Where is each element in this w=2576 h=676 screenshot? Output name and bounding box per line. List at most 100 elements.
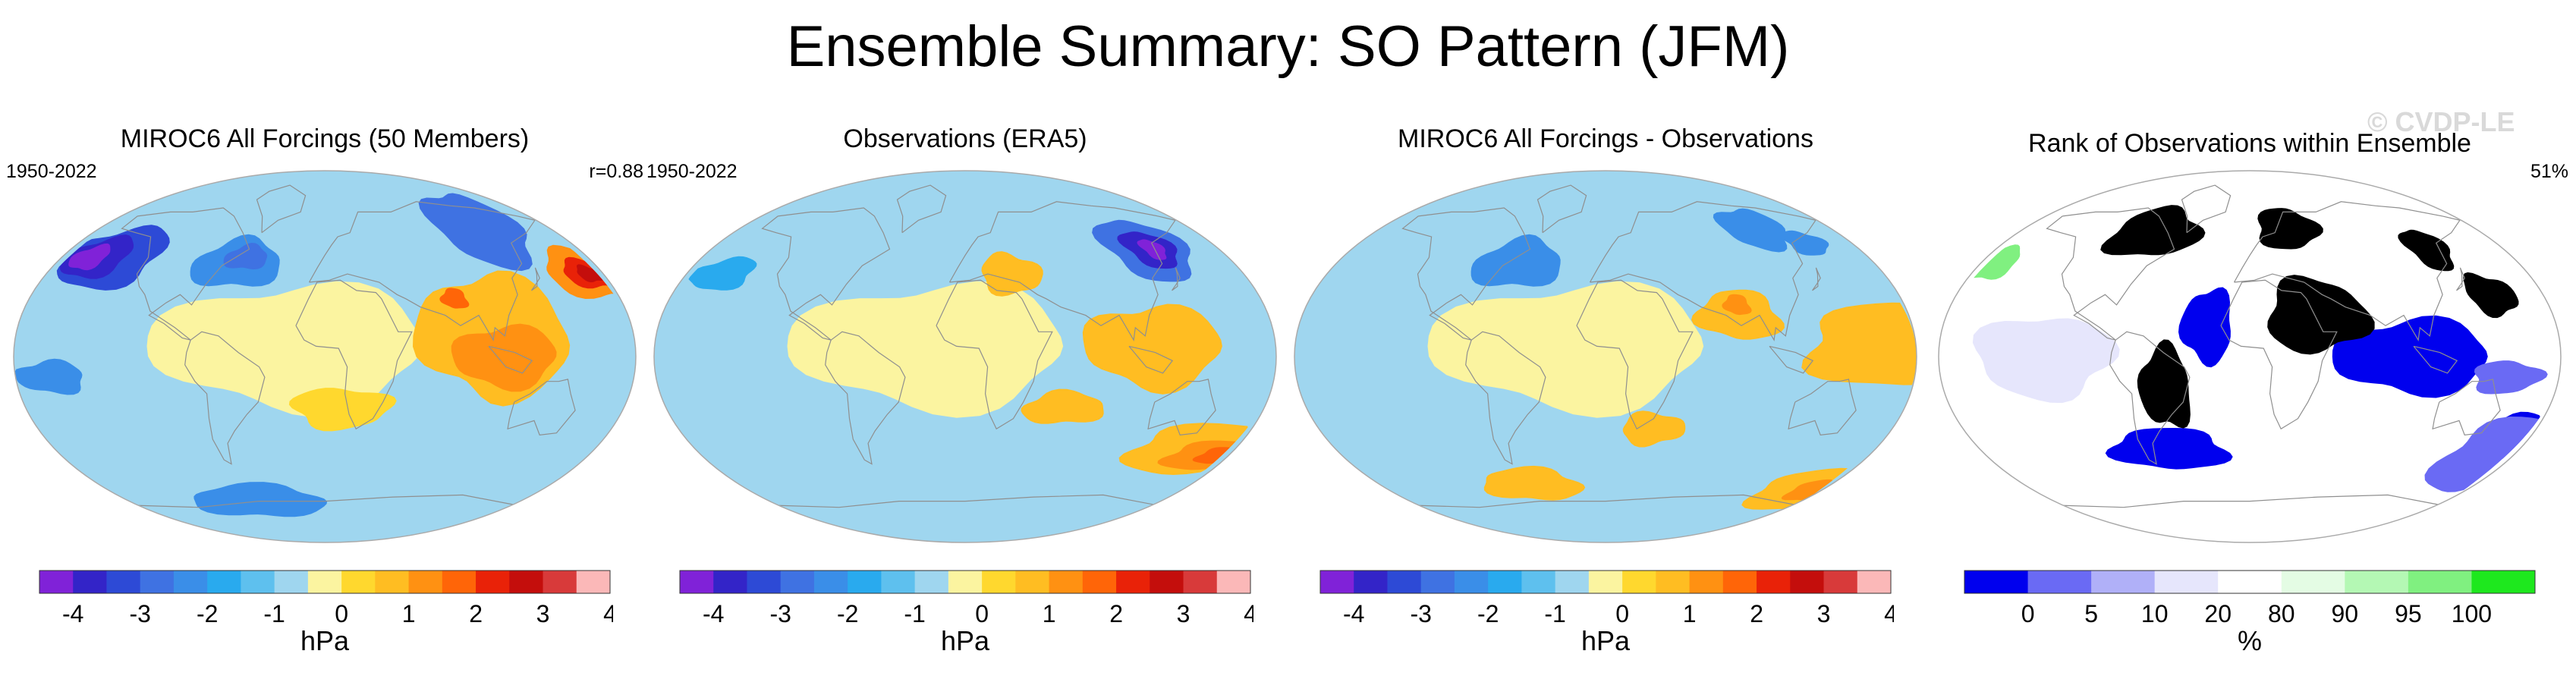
colorbar-swatch <box>1150 571 1184 593</box>
coastline <box>1788 379 1857 436</box>
globe-outline <box>653 170 1277 543</box>
colorbar-tick-label: 0 <box>2021 600 2035 627</box>
field-region <box>1779 230 1829 256</box>
panel-difference: MIROC6 All Forcings - Observations -4 -3-… <box>1287 114 1924 675</box>
colorbar-tick-label: 100 <box>2452 600 2492 627</box>
coastline <box>132 494 517 508</box>
colorbar-swatch <box>747 571 782 593</box>
colorbar-tick-label: -4 <box>703 600 724 627</box>
field-region <box>1192 447 1230 464</box>
colorbar-tick-label: 3 <box>536 600 550 627</box>
field-region <box>1483 465 1586 501</box>
colorbar-tick-label: -2 <box>197 600 218 627</box>
colorbar-tick-label: 95 <box>2395 600 2422 627</box>
colorbar-swatch <box>2345 571 2409 593</box>
coastline <box>2109 331 2191 465</box>
field-region <box>688 256 757 291</box>
coastline <box>1812 267 1821 291</box>
colorbar-swatch <box>1116 571 1150 593</box>
colorbar-swatch <box>2027 571 2092 593</box>
colorbar-swatch <box>1320 571 1354 593</box>
colorbar-tick-label: 0 <box>1615 600 1629 627</box>
colorbar-swatch <box>713 571 747 593</box>
colorbar-swatch <box>1857 571 1892 593</box>
colorbar-swatch <box>813 571 848 593</box>
field-region <box>68 243 111 271</box>
field-region <box>1713 208 1788 253</box>
colorbar-swatch <box>914 571 949 593</box>
correlation-label: r=0.88 <box>589 161 643 182</box>
colorbar-swatch <box>73 571 107 593</box>
colorbar-tick-label: 90 <box>2332 600 2359 627</box>
panel-observations: Observations (ERA5) 1950-2022 -4 -3 -2 -1 0 1… <box>646 114 1284 675</box>
colorbar-swatch <box>680 571 714 593</box>
coastline <box>772 494 1158 508</box>
colorbar-unit: % <box>2237 625 2262 656</box>
map-field <box>14 171 636 542</box>
colorbar-tick-label: -1 <box>263 600 285 627</box>
colorbar-swatch <box>1521 571 1556 593</box>
colorbar-tick-label: 1 <box>1683 600 1697 627</box>
colorbar-tick-label: 2 <box>1750 600 1763 627</box>
colorbar-tick-label: 10 <box>2141 600 2169 627</box>
coastline <box>295 279 413 430</box>
colorbar-swatch <box>1790 571 1825 593</box>
coastline <box>2181 184 2232 234</box>
colorbar-swatch <box>543 571 577 593</box>
coastline <box>1576 279 1694 430</box>
field-region <box>787 281 1064 418</box>
colorbar-swatch <box>1757 571 1791 593</box>
coastline <box>761 207 891 341</box>
field-region <box>1972 318 2120 404</box>
colorbar-tick-label: -3 <box>129 600 150 627</box>
colorbar-swatch <box>1183 571 1218 593</box>
coastline <box>2220 279 2338 430</box>
colorbar: -4 -3 -2 -1 0 1 2 3 4 <box>679 570 1253 627</box>
colorbar-swatch <box>1964 571 2029 593</box>
colorbar-tick-label: 1 <box>402 600 416 627</box>
colorbar-swatch <box>1387 571 1422 593</box>
colorbar-swatch <box>2471 571 2536 593</box>
colorbar-tick-label: 4 <box>1884 600 1894 627</box>
coastline <box>507 379 576 436</box>
colorbar-swatch <box>140 571 175 593</box>
colorbar-tick-label: 3 <box>1177 600 1190 627</box>
coastline <box>2057 494 2442 508</box>
colorbar-swatch <box>2408 571 2472 593</box>
field-region <box>418 193 533 272</box>
colorbar-swatch <box>509 571 544 593</box>
colorbar-tick-label: 80 <box>2268 600 2295 627</box>
colorbar-frame <box>679 570 1251 594</box>
colorbar-tick-label: 3 <box>1817 600 1831 627</box>
colorbar-swatch <box>1015 571 1050 593</box>
coastline <box>531 267 540 291</box>
colorbar-swatch <box>1216 571 1251 593</box>
colorbar: -4 -3 -2 -1 0 1 2 3 4 <box>39 570 613 627</box>
coastline <box>1769 345 1814 374</box>
colorbar-swatch <box>1420 571 1455 593</box>
field-region <box>2267 275 2375 355</box>
colorbar-tick-label: -1 <box>904 600 925 627</box>
field-region <box>1781 479 1833 501</box>
coastline <box>308 201 536 342</box>
field-region <box>2474 360 2548 395</box>
colorbar: -4 -3 -2 -1 0 1 2 3 4 <box>1319 570 1894 627</box>
coastline <box>948 201 1176 342</box>
colorbar-swatch <box>1488 571 1522 593</box>
field-region <box>193 482 328 517</box>
field-region <box>451 323 557 392</box>
colorbar-tick-label: 4 <box>603 600 613 627</box>
colorbar-unit: hPa <box>940 625 990 656</box>
coastline <box>1128 345 1174 374</box>
colorbar-swatch <box>2281 571 2345 593</box>
colorbar-tick-label: -2 <box>1477 600 1499 627</box>
globe-outline <box>13 170 637 543</box>
colorbar-swatch <box>1689 571 1724 593</box>
panel-miroc6: MIROC6 All Forcings (50 Members) 1950-20… <box>6 114 643 675</box>
colorbar-tick-label: -4 <box>1343 600 1364 627</box>
coastline <box>825 331 906 465</box>
colorbar-swatch <box>408 571 443 593</box>
colorbar-swatch <box>1454 571 1489 593</box>
field-region <box>1427 281 1704 418</box>
colorbar-tick-label: -3 <box>1410 600 1431 627</box>
